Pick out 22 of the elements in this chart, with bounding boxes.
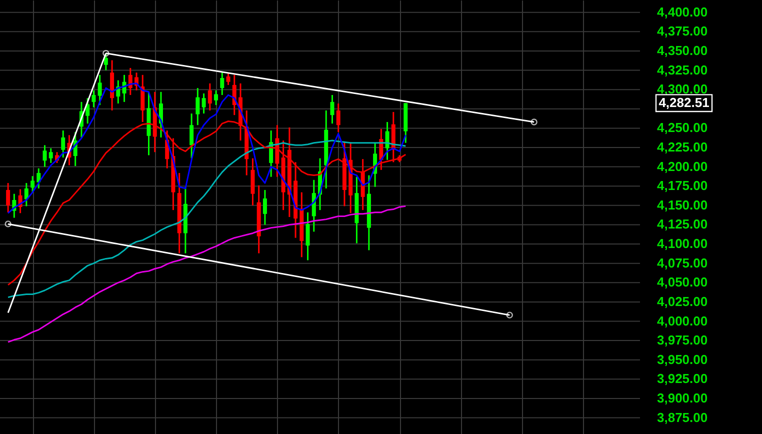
y-tick-label: 4,350.00 (657, 42, 708, 58)
y-tick-label: 4,400.00 (657, 4, 708, 20)
y-tick-label: 4,150.00 (657, 197, 708, 212)
y-tick-label: 4,375.00 (657, 24, 708, 39)
y-tick-label: 3,875.00 (657, 410, 708, 425)
y-tick-label: 4,000.00 (657, 313, 708, 328)
y-tick-label: 4,025.00 (657, 294, 708, 309)
y-tick-label: 3,900.00 (657, 390, 708, 406)
y-tick-label: 3,925.00 (657, 371, 708, 386)
y-tick-label: 3,950.00 (657, 352, 708, 367)
y-tick-label: 4,250.00 (657, 120, 708, 136)
y-tick-label: 3,975.00 (657, 332, 708, 348)
y-tick-label: 4,325.00 (657, 62, 708, 78)
y-tick-label: 4,175.00 (657, 178, 708, 194)
text: 4,282.51 (658, 95, 710, 110)
y-tick-label: 4,300.00 (657, 82, 708, 97)
y-tick-label: 4,225.00 (657, 140, 708, 154)
y-tick-label: 4,100.00 (657, 236, 708, 252)
y-tick-label: 4,075.00 (657, 255, 708, 270)
y-tick-label: 4,050.00 (657, 274, 708, 290)
y-tick-label: 4,200.00 (657, 158, 708, 174)
y-tick-label: 4,125.00 (657, 216, 708, 232)
